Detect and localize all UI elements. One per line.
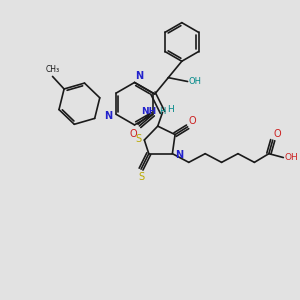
Text: S: S — [135, 134, 141, 144]
Text: OH: OH — [189, 77, 202, 86]
Text: O: O — [189, 116, 196, 126]
Text: S: S — [138, 172, 144, 182]
Text: H: H — [159, 106, 165, 116]
Text: OH: OH — [284, 153, 298, 162]
Text: O: O — [130, 129, 137, 139]
Text: CH₃: CH₃ — [46, 64, 60, 74]
Text: N: N — [136, 70, 144, 80]
Text: O: O — [274, 129, 281, 139]
Text: N: N — [104, 111, 112, 121]
Text: NH: NH — [141, 106, 157, 116]
Text: N: N — [175, 150, 183, 160]
Text: H: H — [167, 105, 174, 114]
